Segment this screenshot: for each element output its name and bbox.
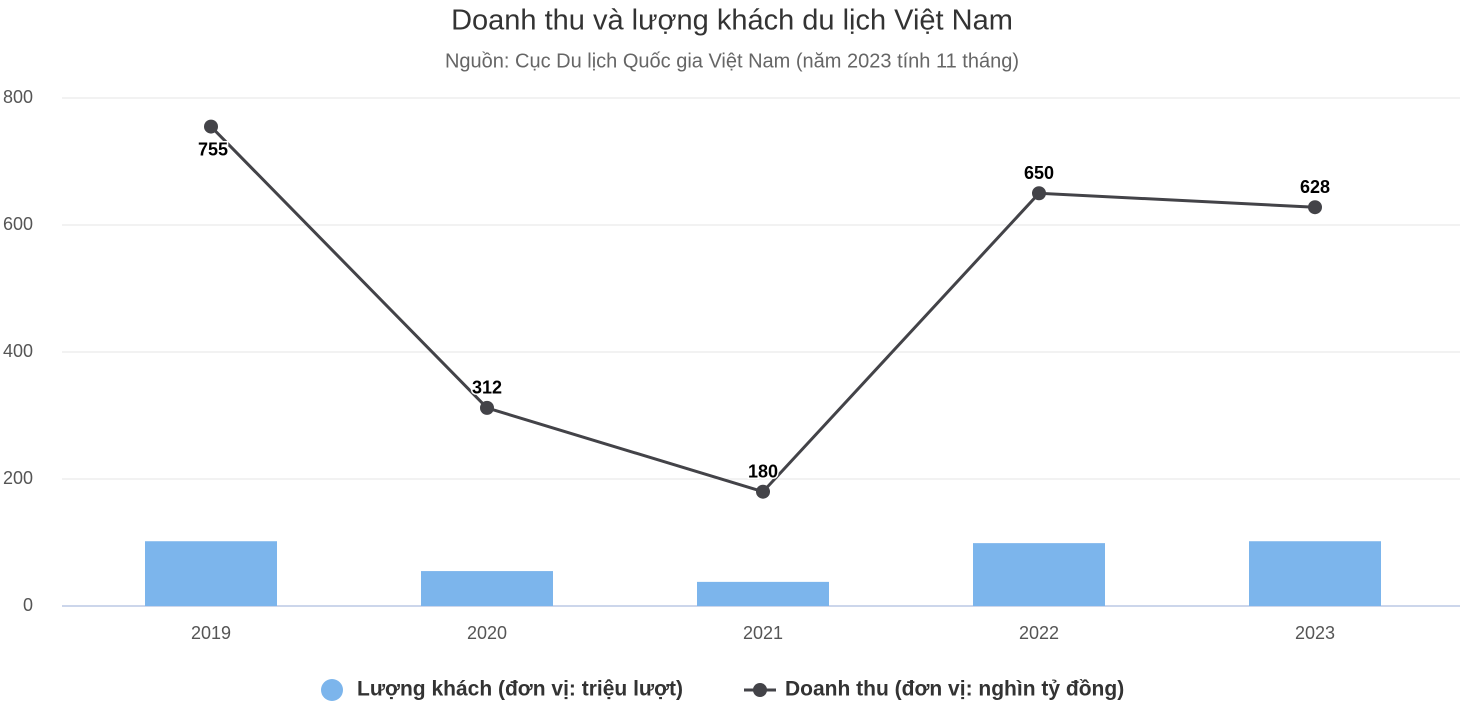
x-tick-label: 2022: [1019, 623, 1059, 643]
legend-symbol: [753, 683, 767, 697]
data-label: 180: [748, 461, 778, 481]
x-tick-label: 2023: [1295, 623, 1335, 643]
y-tick-label: 800: [3, 87, 33, 107]
data-label: 628: [1300, 177, 1330, 197]
legend-label: Doanh thu (đơn vị: nghìn tỷ đồng): [785, 678, 1124, 701]
y-tick-label: 600: [3, 214, 33, 234]
line-point: [1308, 200, 1322, 215]
bar: [697, 581, 829, 606]
y-tick-label: 200: [3, 468, 33, 488]
legend-symbol: [321, 679, 343, 701]
bar: [145, 541, 277, 606]
line-point: [204, 119, 218, 134]
data-label: 312: [472, 378, 502, 398]
chart-title: Doanh thu và lượng khách du lịch Việt Na…: [451, 5, 1013, 37]
data-label: 755: [198, 139, 228, 159]
bar: [421, 571, 553, 606]
line-point: [756, 484, 770, 499]
line-point: [1032, 186, 1046, 201]
bar: [973, 543, 1105, 606]
x-tick-label: 2019: [191, 623, 231, 643]
x-tick-label: 2021: [743, 623, 783, 643]
line-point: [480, 400, 494, 415]
data-label: 650: [1024, 163, 1054, 183]
bar: [1249, 541, 1381, 606]
y-tick-label: 400: [3, 341, 33, 361]
x-tick-label: 2020: [467, 623, 507, 643]
legend-label: Lượng khách (đơn vị: triệu lượt): [357, 678, 683, 701]
y-tick-label: 0: [23, 595, 33, 615]
chart-subtitle: Nguồn: Cục Du lịch Quốc gia Việt Nam (nă…: [445, 50, 1019, 72]
line: [209, 125, 1316, 494]
